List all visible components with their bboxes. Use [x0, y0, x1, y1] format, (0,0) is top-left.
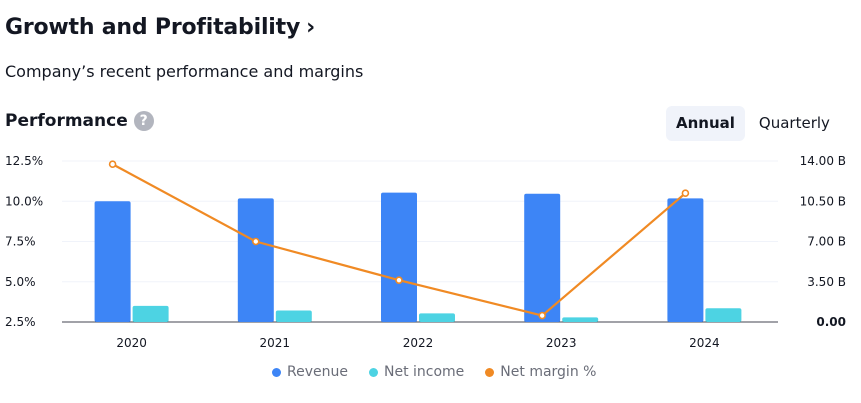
left-axis-tick-label: 12.5%: [5, 154, 43, 168]
right-axis-tick-label: 0.00: [816, 315, 846, 329]
tab-quarterly[interactable]: Quarterly: [751, 106, 838, 141]
revenue-dot-icon: [272, 367, 281, 377]
chevron-right-icon[interactable]: ›: [306, 15, 315, 40]
left-axis-tick-label: 5.0%: [5, 275, 36, 289]
net-margin-dot-icon: [485, 367, 495, 377]
legend-item-net-margin[interactable]: Net margin %: [485, 364, 596, 380]
chart-legend: Revenue Net income Net margin %: [272, 364, 596, 380]
legend-label-net-income: Net income: [383, 364, 465, 380]
net-margin-point: [681, 189, 690, 198]
net-income-bar: [132, 305, 169, 322]
net-income-bar: [562, 317, 599, 322]
net-margin-point: [252, 237, 260, 246]
performance-chart: 12.5% 10.0% 7.5% 5.0% 2.5% 14.00 B 10.50 B 7.00…: [5, 154, 846, 350]
revenue-bar: [94, 201, 131, 322]
x-axis-tick-label: 2022: [403, 336, 434, 350]
x-axis-tick-label: 2023: [546, 336, 577, 350]
revenue-bar: [524, 193, 561, 322]
net-margin-point: [108, 160, 117, 169]
legend-item-net-income[interactable]: Net income: [368, 364, 465, 380]
right-axis-tick-label: 14.00 B: [800, 154, 846, 168]
net-income-dot-icon: [368, 367, 378, 377]
right-axis-tick-label: 7.00 B: [807, 235, 846, 249]
section-subtitle: Company’s recent performance and margins: [5, 62, 364, 81]
left-axis-tick-label: 7.5%: [5, 235, 36, 249]
legend-label-revenue: Revenue: [287, 364, 348, 380]
right-axis-tick-label: 3.50 B: [807, 275, 846, 289]
left-axis-tick-label: 2.5%: [5, 315, 36, 329]
net-margin-point: [395, 276, 403, 284]
revenue-bar: [237, 198, 274, 322]
x-axis-tick-label: 2020: [116, 336, 147, 350]
performance-header: Performance ?: [5, 111, 154, 131]
tab-annual[interactable]: Annual: [666, 106, 745, 141]
net-margin-point: [538, 311, 547, 320]
net-income-bar: [275, 310, 312, 322]
section-title[interactable]: Growth and Profitability ›: [5, 15, 315, 40]
section-title-text[interactable]: Growth and Profitability: [5, 15, 301, 40]
revenue-bar: [381, 192, 417, 322]
performance-title: Performance: [5, 111, 128, 131]
x-axis-tick-label: 2024: [689, 336, 720, 350]
net-income-bar: [705, 308, 742, 322]
legend-label-net-margin: Net margin %: [500, 364, 597, 380]
legend-item-revenue[interactable]: Revenue: [272, 364, 348, 380]
help-icon[interactable]: ?: [133, 111, 154, 131]
revenue-bar: [667, 198, 704, 322]
net-income-bar: [419, 313, 455, 322]
left-axis-tick-label: 10.0%: [5, 194, 43, 208]
period-tabs: Annual Quarterly: [666, 106, 838, 141]
right-axis-tick-label: 10.50 B: [800, 194, 846, 208]
x-axis-tick-label: 2021: [260, 336, 291, 350]
